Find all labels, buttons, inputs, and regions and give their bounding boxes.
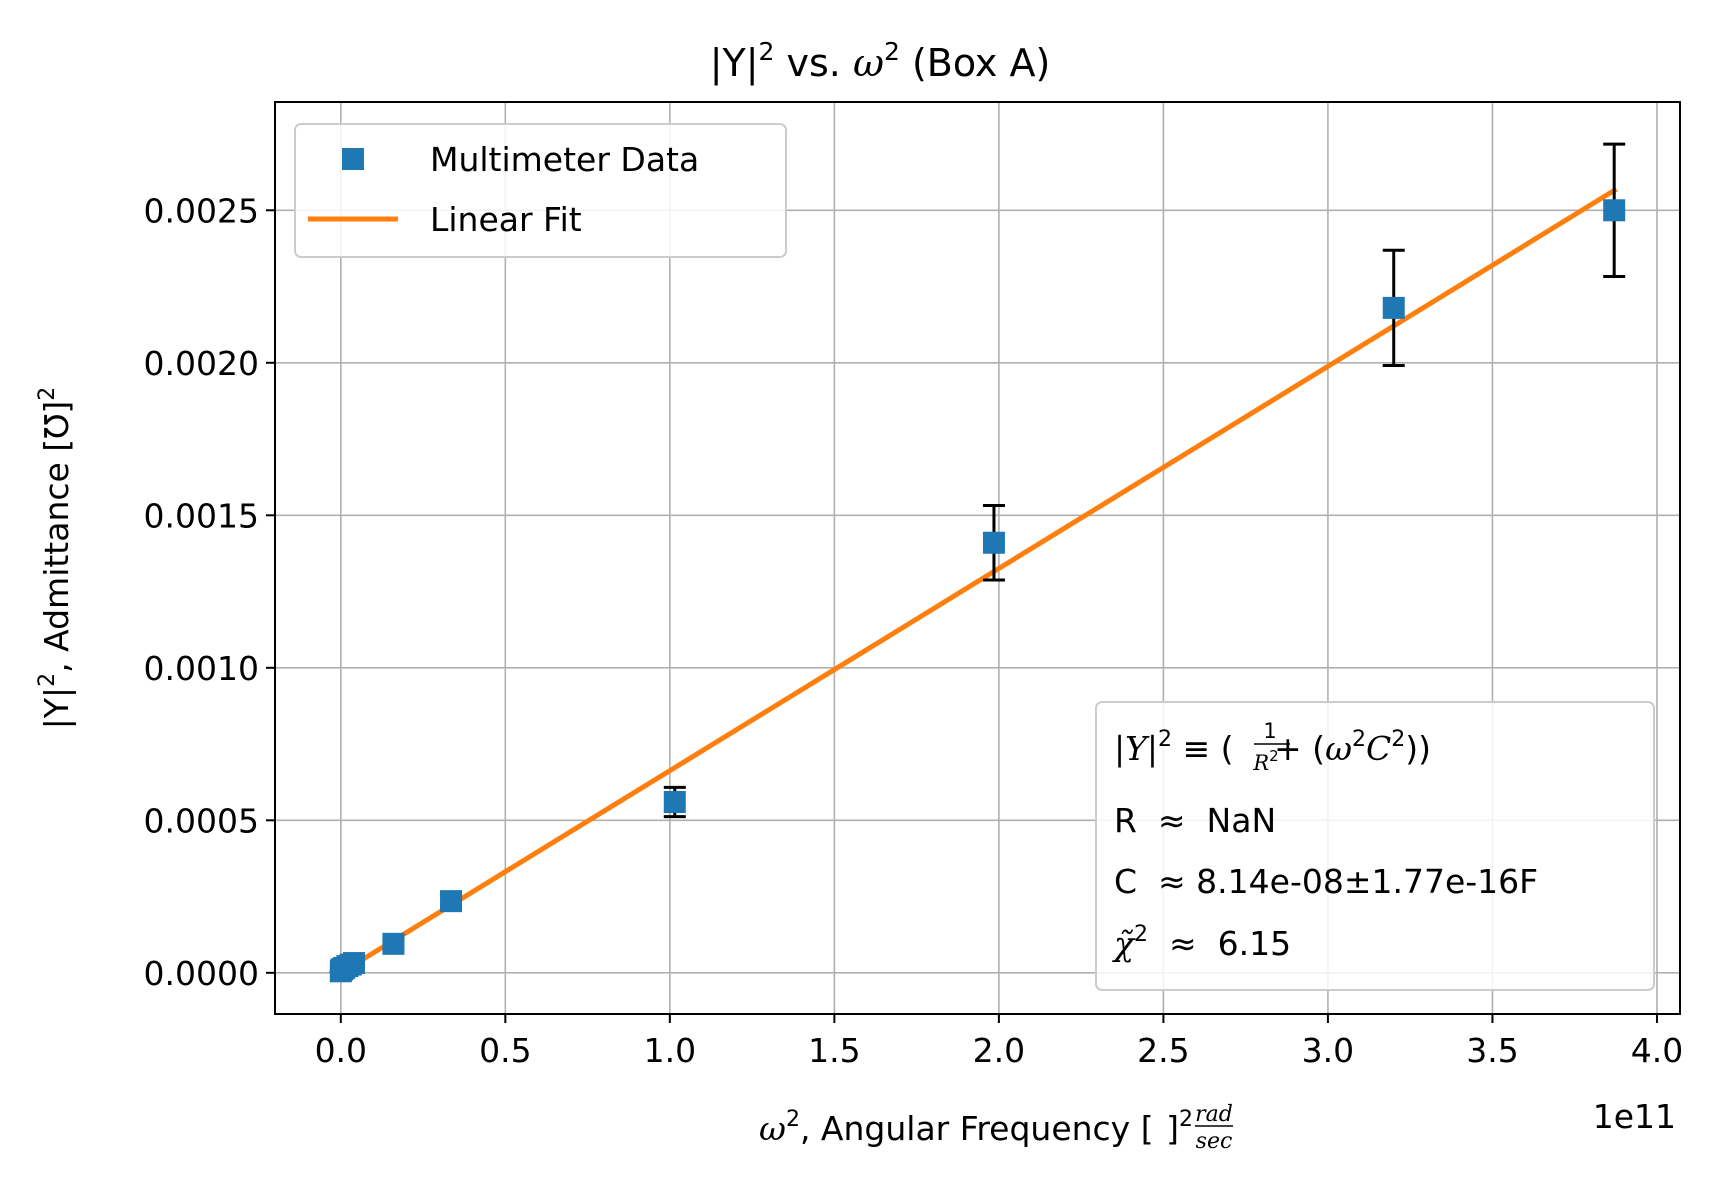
plot-frame (274, 101, 1681, 1015)
annotation-chi-line: χ̃2 ≈ 6.15 (1112, 922, 1291, 963)
annotation-c-line: C ≈ 8.14e-08±1.77e-16F (1114, 862, 1538, 901)
fit-line-layer (337, 187, 1618, 977)
data-point (382, 932, 405, 955)
x-unit-fraction (1156, 1109, 1167, 1148)
x-axis-ticks: 0.0 0.5 1.0 1.5 2.0 2.5 3.0 3.5 4.0 (315, 1014, 1683, 1070)
x-tick-label: 2.5 (1137, 1031, 1189, 1070)
y-tick-label: 0.0015 (144, 496, 259, 535)
x-offset-label: 1e11 (1593, 1097, 1676, 1136)
x-tick-label: 0.0 (315, 1031, 367, 1070)
linear-fit-line (337, 187, 1618, 977)
x-axis-label: ω2, Angular Frequency [ ]2 (759, 1107, 1193, 1148)
annotation-frac-numerator: 1 (1263, 719, 1276, 743)
y-axis-label: |Y|2, Admittance [℧]2 (35, 387, 76, 730)
x-tick-label: 3.5 (1466, 1031, 1518, 1070)
chart-title: |Y|2 vs. ω2 (Box A) (710, 37, 1051, 86)
x-unit-numerator: rad (1195, 1102, 1233, 1127)
x-tick-label: 1.0 (644, 1031, 696, 1070)
fit-annotation: |Y|2 ≡ ( + (ω2C2)) 1 R2 R ≈ NaN C ≈ 8.14… (1095, 701, 1655, 991)
y-tick-label: 0.0010 (144, 649, 259, 688)
annotation-frac-denominator: R2 (1252, 747, 1278, 775)
x-tick-label: 1.5 (808, 1031, 860, 1070)
data-point (982, 531, 1005, 554)
y-tick-label: 0.0020 (144, 344, 259, 383)
legend-box (294, 123, 787, 258)
x-unit-fraction-group: rad sec (1195, 1102, 1233, 1154)
x-tick-label: 4.0 (1631, 1031, 1683, 1070)
data-point (440, 890, 463, 913)
y-tick-label: 0.0005 (144, 801, 259, 840)
data-point (1603, 199, 1626, 222)
y-tick-label: 0.0000 (144, 954, 259, 993)
x-tick-label: 3.0 (1302, 1031, 1354, 1070)
legend-marker-multimeter (342, 148, 364, 170)
legend-label-multimeter: Multimeter Data (430, 140, 699, 179)
annotation-formula: |Y|2 ≡ ( + (ω2C2)) (1114, 727, 1431, 768)
annotation-r-line: R ≈ NaN (1114, 801, 1276, 840)
y-axis-ticks: 0.0000 0.0005 0.0010 0.0015 0.0020 0.0025 (144, 191, 275, 993)
x-unit-denominator: sec (1196, 1129, 1233, 1154)
legend-label-linear-fit: Linear Fit (430, 200, 582, 239)
annotation-box (1095, 701, 1655, 991)
data-points (329, 199, 1626, 983)
x-tick-label: 2.0 (973, 1031, 1025, 1070)
y-tick-label: 0.0025 (144, 191, 259, 230)
data-point (342, 952, 365, 975)
data-point (1382, 296, 1405, 319)
legend: Multimeter Data Linear Fit (294, 123, 787, 258)
x-tick-label: 0.5 (479, 1031, 531, 1070)
data-point (663, 791, 686, 814)
